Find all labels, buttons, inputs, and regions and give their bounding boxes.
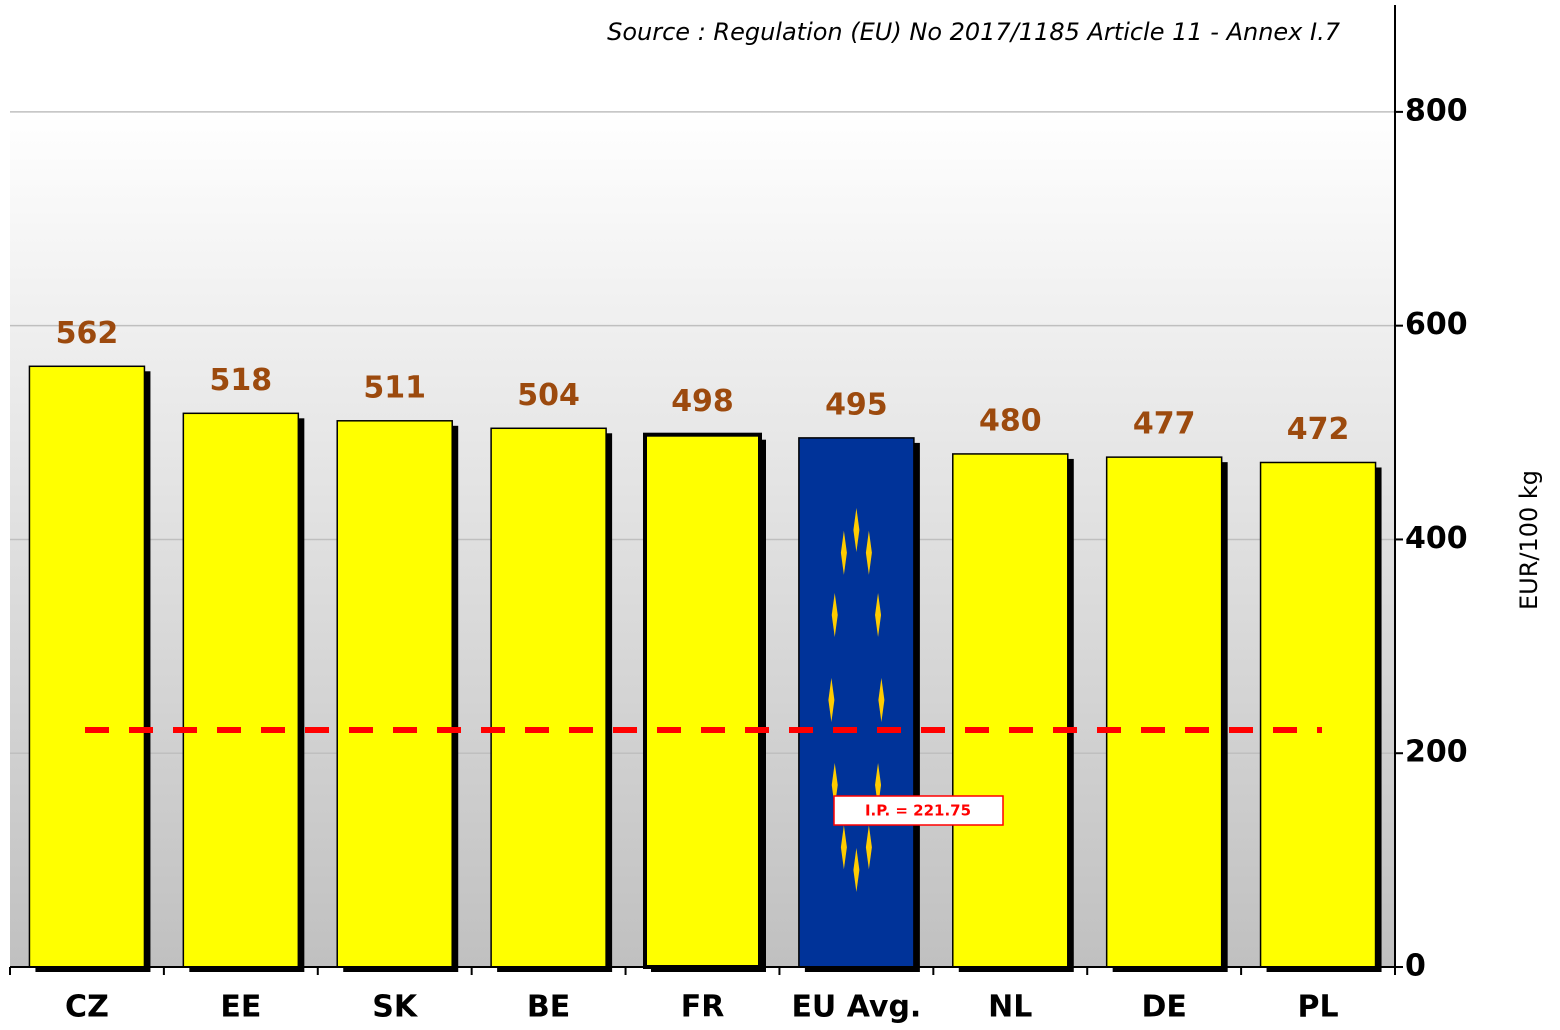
value-label: 477 [1133,407,1196,442]
y-tick-label: 200 [1405,735,1468,770]
source-note: Source : Regulation (EU) No 2017/1185 Ar… [607,18,1341,46]
value-label: 480 [979,403,1042,438]
star [853,508,860,552]
star [828,678,835,722]
bar [336,420,453,968]
star [840,825,847,870]
x-tick-label: BE [527,990,570,1025]
x-tick-label: EE [220,990,261,1025]
x-tick-label: PL [1298,990,1339,1025]
x-tick-label: EU Avg. [791,990,921,1025]
value-label: 498 [671,384,734,419]
star [831,593,838,637]
y-tick-label: 0 [1405,949,1426,984]
bar [182,412,300,968]
x-tick-label: NL [988,990,1032,1025]
bar [643,432,762,969]
star [865,825,872,870]
y-tick-label: 800 [1405,93,1468,128]
y-tick-label: 600 [1405,307,1468,342]
value-label: 511 [363,370,426,405]
value-label: 495 [825,387,888,422]
bar [28,365,146,968]
x-tick-label: CZ [65,990,109,1025]
x-tick-label: SK [372,990,419,1025]
y-tick-label: 400 [1405,521,1468,556]
star [853,848,860,892]
star [865,530,872,575]
x-tick-label: FR [681,990,725,1025]
reference-label: I.P. = 221.75 [865,802,971,820]
eu-stars [828,508,885,892]
star [875,593,882,637]
bar [490,427,607,968]
value-label: 518 [210,363,273,398]
star [840,530,847,575]
value-label: 504 [517,378,580,413]
y-axis-label: EUR/100 kg [1515,470,1543,610]
star [878,678,885,722]
bar [1259,461,1377,968]
x-tick-label: DE [1141,990,1186,1025]
value-label: 472 [1287,412,1350,447]
value-label: 562 [56,316,119,351]
bar [952,453,1069,968]
reference-label-box [833,795,1004,826]
bar [1105,456,1223,968]
